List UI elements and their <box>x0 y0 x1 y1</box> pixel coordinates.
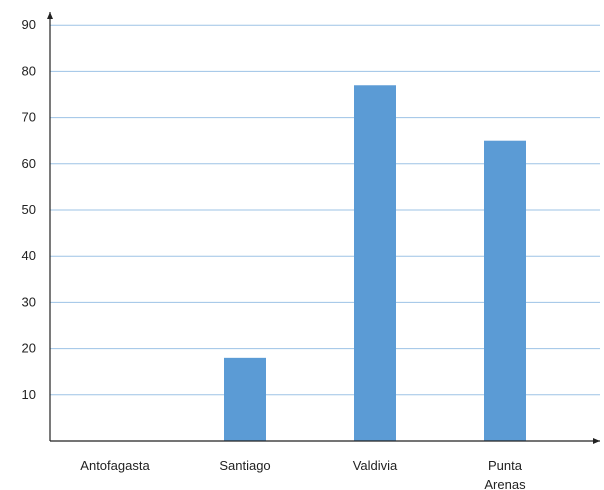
bar-punta-arenas <box>484 140 526 441</box>
x-tick-label: Santiago <box>219 458 270 473</box>
y-axis-arrow <box>47 12 53 19</box>
x-tick-labels: Antofagasta Santiago Valdivia Punta Arenas <box>80 458 526 490</box>
y-tick-label: 30 <box>22 294 36 309</box>
x-tick-label: Valdivia <box>353 458 398 473</box>
y-tick-labels: 10 20 30 40 50 60 70 80 90 <box>22 17 36 402</box>
bar-santiago <box>224 357 266 441</box>
y-tick-label: 40 <box>22 248 36 263</box>
y-tick-label: 60 <box>22 156 36 171</box>
x-axis-arrow <box>593 438 600 444</box>
y-tick-label: 10 <box>22 387 36 402</box>
y-tick-label: 50 <box>22 202 36 217</box>
bars <box>224 85 526 441</box>
y-tick-label: 90 <box>22 17 36 32</box>
x-tick-label: Punta <box>488 458 523 473</box>
y-tick-label: 70 <box>22 110 36 125</box>
x-tick-label: Arenas <box>484 477 526 490</box>
gridlines <box>50 24 600 396</box>
y-tick-label: 80 <box>22 63 36 78</box>
axes <box>47 12 600 444</box>
x-tick-label: Antofagasta <box>80 458 150 473</box>
bar-valdivia <box>354 85 396 441</box>
y-tick-label: 20 <box>22 341 36 356</box>
